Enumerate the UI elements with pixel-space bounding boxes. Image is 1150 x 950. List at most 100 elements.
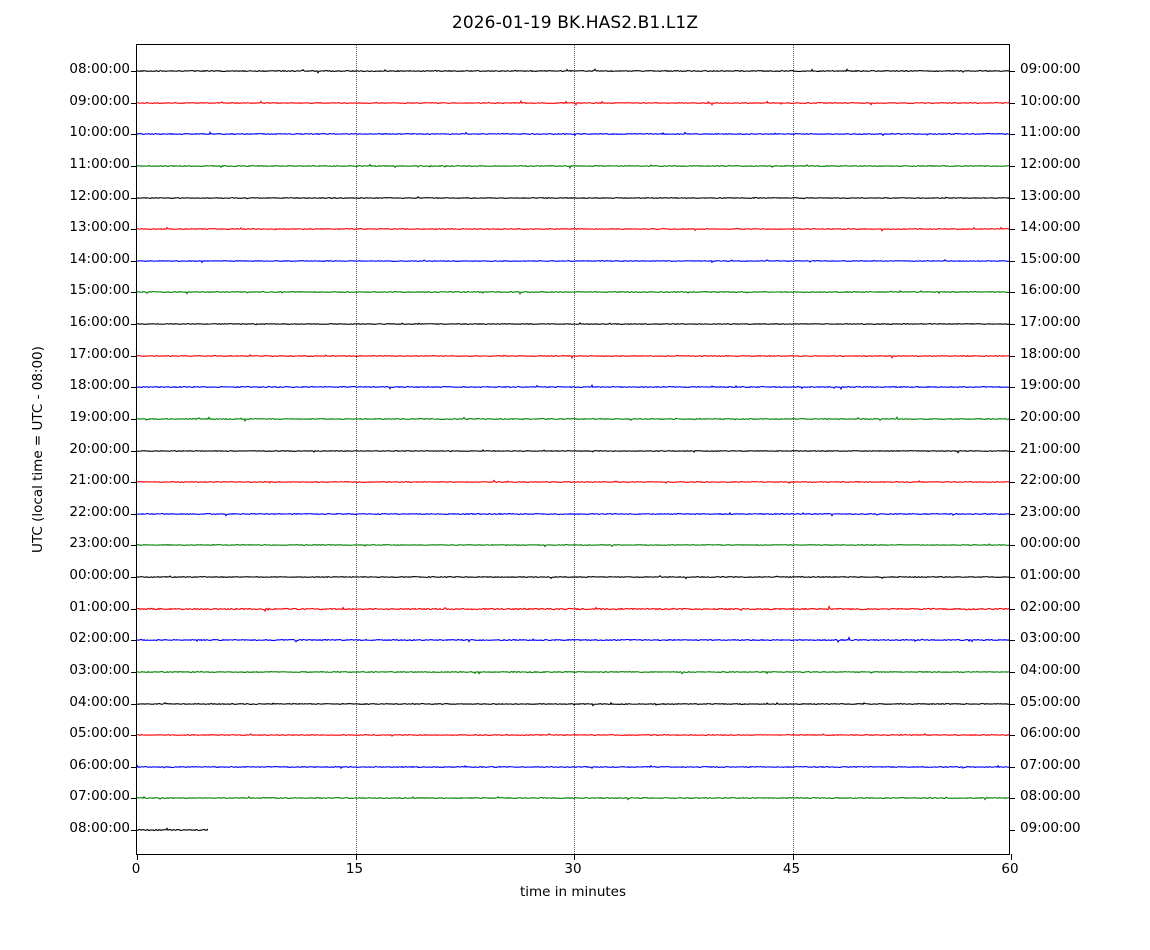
y-axis-tick-right <box>1009 134 1015 136</box>
y-axis-tick-left <box>131 292 137 294</box>
y-axis-label-left: 07:00:00 <box>69 788 130 805</box>
y-axis-label-right: 09:00:00 <box>1020 820 1081 836</box>
y-axis-tick-left <box>131 766 137 768</box>
y-axis-label-left: 01:00:00 <box>69 598 130 615</box>
trace-line <box>137 255 1009 267</box>
y-axis-tick-left <box>131 671 137 673</box>
y-axis-tick-right <box>1009 798 1015 800</box>
y-axis-label-right: 04:00:00 <box>1020 661 1081 678</box>
y-axis-label-right: 16:00:00 <box>1020 282 1081 299</box>
trace-line <box>137 97 1009 109</box>
y-axis-tick-right <box>1009 355 1015 357</box>
trace-line <box>137 445 1009 457</box>
y-axis-tick-left <box>131 577 137 578</box>
y-axis-title: UTC (local time = UTC - 08:00) <box>30 346 46 553</box>
x-axis-tick <box>137 854 138 860</box>
y-axis-tick-left <box>131 134 137 136</box>
y-axis-label-left: 00:00:00 <box>69 567 130 583</box>
plot-canvas <box>137 45 1009 854</box>
trace-line <box>137 350 1009 362</box>
y-axis-tick-left <box>131 640 137 642</box>
y-axis-label-right: 01:00:00 <box>1020 567 1081 583</box>
y-axis-tick-left <box>131 229 137 231</box>
gridline-vertical <box>355 45 357 854</box>
y-axis-label-right: 10:00:00 <box>1020 92 1081 109</box>
x-axis-tick <box>792 854 794 860</box>
y-axis-label-left: 08:00:00 <box>69 820 130 836</box>
trace-line <box>137 160 1009 172</box>
trace-line <box>137 824 209 836</box>
y-axis-tick-right <box>1009 766 1015 768</box>
y-axis-label-left: 10:00:00 <box>69 124 130 141</box>
x-axis-label: 30 <box>564 861 582 877</box>
y-axis-tick-left <box>131 260 137 262</box>
y-axis-label-left: 19:00:00 <box>69 408 130 425</box>
y-axis-tick-right <box>1009 735 1015 737</box>
y-axis-label-right: 21:00:00 <box>1020 440 1081 457</box>
y-axis-label-left: 11:00:00 <box>69 155 130 172</box>
x-axis-title: time in minutes <box>519 884 627 900</box>
y-axis-label-right: 15:00:00 <box>1020 250 1081 267</box>
y-axis-tick-left <box>131 387 137 389</box>
y-axis-label-right: 13:00:00 <box>1020 187 1081 204</box>
y-axis-label-right: 18:00:00 <box>1020 345 1081 362</box>
y-axis-label-right: 12:00:00 <box>1020 155 1081 172</box>
y-axis-tick-right <box>1009 165 1015 167</box>
plot-area <box>131 44 1015 860</box>
y-axis-tick-right <box>1009 830 1015 831</box>
y-axis-tick-left <box>131 482 137 484</box>
y-axis-label-right: 22:00:00 <box>1020 472 1081 489</box>
trace-line <box>137 729 1009 741</box>
trace-line <box>137 539 1009 551</box>
y-axis-label-left: 05:00:00 <box>69 725 130 742</box>
y-axis-tick-right <box>1009 671 1015 673</box>
x-axis-tick <box>574 854 575 860</box>
trace-line <box>137 761 1009 773</box>
y-axis-tick-left <box>131 102 137 104</box>
y-axis-tick-left <box>131 798 137 800</box>
y-axis-tick-left <box>131 735 137 737</box>
y-axis-label-right: 20:00:00 <box>1020 408 1081 425</box>
y-axis-label-left: 18:00:00 <box>69 377 130 394</box>
y-axis-tick-left <box>131 830 137 831</box>
gridline-vertical <box>574 45 575 854</box>
y-axis-tick-right <box>1009 703 1015 705</box>
y-axis-tick-left <box>131 450 137 452</box>
y-axis-tick-right <box>1009 102 1015 104</box>
y-axis-label-right: 07:00:00 <box>1020 756 1081 773</box>
y-axis-tick-right <box>1009 450 1015 452</box>
x-axis-label: 0 <box>131 861 141 877</box>
y-axis-label-left: 02:00:00 <box>69 630 130 647</box>
trace-line <box>137 286 1009 298</box>
y-axis-tick-left <box>131 324 137 325</box>
y-axis-label-left: 16:00:00 <box>69 314 130 330</box>
y-axis-tick-right <box>1009 418 1015 420</box>
y-axis-tick-left <box>131 545 137 547</box>
y-axis-label-left: 21:00:00 <box>69 472 130 489</box>
y-axis-tick-right <box>1009 513 1015 515</box>
y-axis-tick-left <box>131 165 137 167</box>
trace-line <box>137 508 1009 520</box>
y-axis-label-left: 13:00:00 <box>69 219 130 236</box>
y-axis-label-left: 09:00:00 <box>69 92 130 109</box>
y-axis-label-left: 08:00:00 <box>69 61 130 77</box>
trace-line <box>137 223 1009 235</box>
x-axis-label: 60 <box>1001 861 1019 877</box>
x-axis-label: 15 <box>345 861 364 877</box>
y-axis-tick-left <box>131 703 137 705</box>
trace-line <box>137 128 1009 140</box>
y-axis-tick-left <box>131 355 137 357</box>
trace-line <box>137 698 1009 710</box>
y-axis-tick-right <box>1009 482 1015 484</box>
y-axis-tick-right <box>1009 640 1015 642</box>
trace-line <box>137 792 1009 804</box>
y-axis-label-right: 03:00:00 <box>1020 630 1081 647</box>
y-axis-label-right: 14:00:00 <box>1020 219 1081 236</box>
y-axis-label-left: 22:00:00 <box>69 503 130 520</box>
y-axis-tick-right <box>1009 577 1015 578</box>
y-axis-label-right: 09:00:00 <box>1020 61 1081 77</box>
trace-line <box>137 571 1009 583</box>
trace-line <box>137 634 1009 646</box>
trace-line <box>137 318 1009 330</box>
y-axis-label-left: 04:00:00 <box>69 693 130 710</box>
